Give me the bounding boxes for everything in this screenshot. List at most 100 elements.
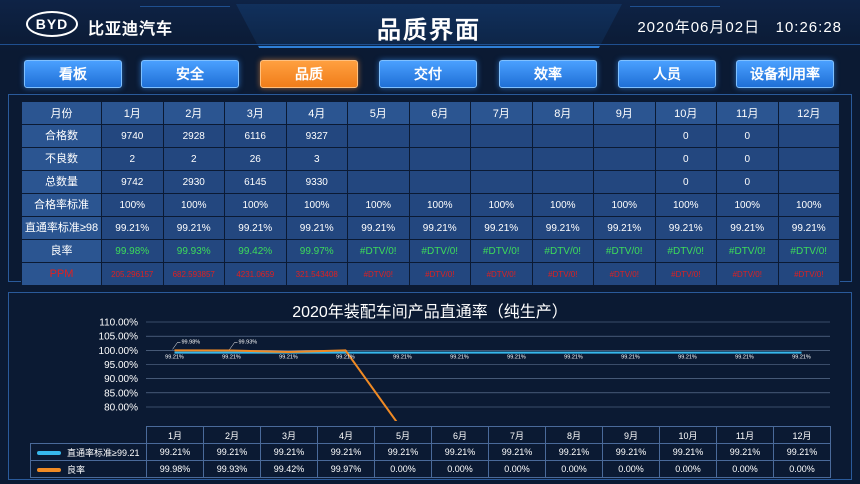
date-text: 2020年06月02日 [637, 19, 761, 36]
table-cell: #DTV/0! [777, 262, 840, 286]
table-row: 良率 99.98% 99.93% 99.42% 99.97% #DTV/0! #DTV/0!… [21, 239, 840, 263]
month-header-6: 6月 [408, 101, 471, 125]
table-cell: 3 [285, 147, 348, 171]
table-cell: 100% [162, 193, 225, 217]
table-row: 不良数 2 2 26 3 0 0 [21, 147, 840, 171]
table-cell: 100% [531, 193, 594, 217]
row-label: 总数量 [21, 170, 102, 194]
table-cell: 0 [654, 170, 717, 194]
table-cell [347, 147, 410, 171]
legend-name: 良率 [67, 464, 86, 475]
nav-tab-2[interactable]: 品质 [260, 60, 358, 88]
series-value: 0.00% [374, 460, 432, 478]
category-label: 6月 [431, 426, 489, 444]
table-cell: 0 [716, 170, 779, 194]
table-cell: 100% [470, 193, 533, 217]
table-row: 合格率标准 100% 100% 100% 100% 100% 100% 100% 100% 100… [21, 193, 840, 217]
month-header-2: 2月 [162, 101, 225, 125]
category-label: 10月 [659, 426, 717, 444]
header-decoration-left [140, 6, 230, 7]
row-label: PPM [21, 262, 102, 286]
category-label: 7月 [488, 426, 546, 444]
table-cell: #DTV/0! [531, 239, 594, 263]
table-row: 合格数 9740 2928 6116 9327 0 0 [21, 124, 840, 148]
series-value: 0.00% [545, 460, 603, 478]
table-cell: 99.21% [224, 216, 287, 240]
table-cell: 682.593857 [162, 262, 225, 286]
series-value: 99.98% [146, 460, 204, 478]
category-label: 1月 [146, 426, 204, 444]
table-cell: 2930 [162, 170, 225, 194]
data-table-panel: 月份 1月 2月 3月 4月 5月 6月 7月 8月 9月 10月 11月 12月 合格数 9740 292… [8, 94, 852, 286]
table-cell [531, 124, 594, 148]
table-cell: 99.21% [285, 216, 348, 240]
table-cell: 100% [593, 193, 656, 217]
byd-logo: BYD [26, 11, 78, 37]
table-cell: 99.93% [162, 239, 225, 263]
header-bar: BYD 比亚迪汽车 品质界面 2020年06月02日 10:26:28 [0, 0, 860, 52]
month-header-3: 3月 [224, 101, 287, 125]
table-cell: 100% [285, 193, 348, 217]
nav-tab-1[interactable]: 安全 [141, 60, 239, 88]
series-value: 99.21% [203, 443, 261, 461]
table-cell: 99.21% [777, 216, 840, 240]
table-cell: 9327 [285, 124, 348, 148]
row-label: 良率 [21, 239, 102, 263]
series-value: 0.00% [716, 460, 774, 478]
page-title: 品质界面 [377, 17, 481, 44]
table-cell: 99.98% [101, 239, 164, 263]
table-cell [593, 170, 656, 194]
series-value: 0.00% [602, 460, 660, 478]
table-cell: 9742 [101, 170, 164, 194]
series-value: 99.21% [602, 443, 660, 461]
table-cell: #DTV/0! [470, 239, 533, 263]
row-label: 直通率标准≥98 [21, 216, 102, 240]
table-cell: #DTV/0! [593, 239, 656, 263]
table-cell [347, 124, 410, 148]
month-header-9: 9月 [593, 101, 656, 125]
table-cell [777, 147, 840, 171]
table-row: 总数量 9742 2930 6145 9330 0 0 [21, 170, 840, 194]
table-cell: #DTV/0! [531, 262, 594, 286]
table-cell [593, 147, 656, 171]
table-cell: #DTV/0! [408, 262, 471, 286]
table-cell [531, 147, 594, 171]
legend-entry: 直通率标准≥99.21 [30, 443, 147, 461]
nav-tab-3[interactable]: 交付 [379, 60, 477, 88]
month-header-5: 5月 [347, 101, 410, 125]
table-cell: #DTV/0! [347, 262, 410, 286]
table-cell: 0 [654, 124, 717, 148]
table-cell: #DTV/0! [716, 239, 779, 263]
category-label: 8月 [545, 426, 603, 444]
table-corner-cell: 月份 [21, 101, 102, 125]
category-label: 3月 [260, 426, 318, 444]
nav-tab-5[interactable]: 人员 [618, 60, 716, 88]
nav-tab-4[interactable]: 效率 [499, 60, 597, 88]
table-cell: 9740 [101, 124, 164, 148]
table-cell: 0 [716, 124, 779, 148]
table-cell: 2 [101, 147, 164, 171]
category-label: 4月 [317, 426, 375, 444]
category-label: 11月 [716, 426, 774, 444]
series-value: 99.42% [260, 460, 318, 478]
series-value: 0.00% [773, 460, 831, 478]
series-value: 99.21% [374, 443, 432, 461]
chart-table-header: 1月 2月 3月 4月 5月 6月 7月 8月 9月 10月 11月 12月 [31, 426, 831, 444]
table-cell [470, 124, 533, 148]
month-header-8: 8月 [531, 101, 594, 125]
month-header-4: 4月 [285, 101, 348, 125]
table-cell: 100% [224, 193, 287, 217]
month-header-12: 12月 [777, 101, 840, 125]
row-label: 不良数 [21, 147, 102, 171]
row-label: 合格数 [21, 124, 102, 148]
nav-tab-6[interactable]: 设备利用率 [736, 60, 834, 88]
table-cell: 99.21% [470, 216, 533, 240]
chart-title: 2020年装配车间产品直通率（纯生产） [292, 304, 568, 321]
nav-tab-0[interactable]: 看板 [24, 60, 122, 88]
table-cell: 2 [162, 147, 225, 171]
table-cell: 99.21% [408, 216, 471, 240]
datetime: 2020年06月02日 10:26:28 [637, 16, 842, 37]
series-value: 0.00% [488, 460, 546, 478]
table-cell: 100% [777, 193, 840, 217]
table-cell: 6116 [224, 124, 287, 148]
